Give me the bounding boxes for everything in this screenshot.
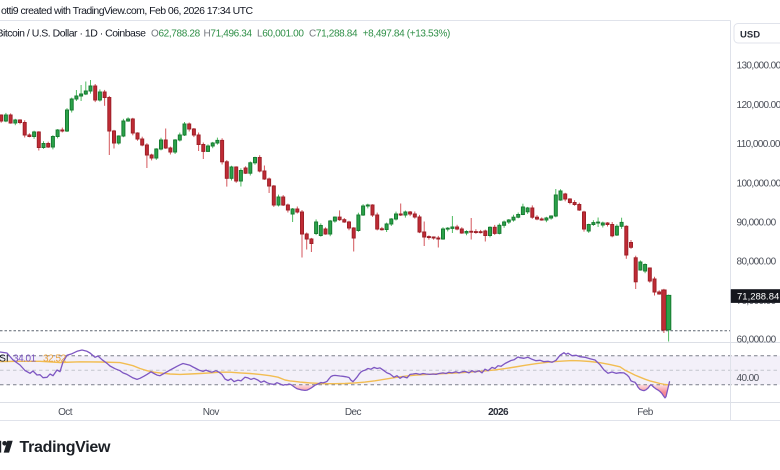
svg-text:90,000.00: 90,000.00 — [737, 218, 777, 229]
svg-text:34.01: 34.01 — [13, 353, 37, 364]
svg-text:otti9 created with TradingView: otti9 created with TradingView.com, Feb … — [1, 5, 254, 17]
svg-text:32.52: 32.52 — [43, 353, 67, 364]
svg-text:110,000.00: 110,000.00 — [737, 139, 780, 150]
svg-text:TradingView: TradingView — [20, 439, 112, 456]
svg-text:USD: USD — [740, 30, 760, 41]
svg-text:Feb: Feb — [637, 407, 653, 418]
svg-text:60,000.00: 60,000.00 — [737, 334, 777, 345]
svg-text:Dec: Dec — [345, 407, 362, 418]
svg-text:71,288.84: 71,288.84 — [737, 291, 779, 302]
svg-text:120,000.00: 120,000.00 — [737, 100, 780, 111]
svg-text:Bitcoin / U.S. Dollar · 1D · C: Bitcoin / U.S. Dollar · 1D · Coinbase — [0, 27, 146, 39]
svg-text:100,000.00: 100,000.00 — [737, 178, 780, 189]
svg-text:RSI: RSI — [0, 353, 9, 364]
svg-text:80,000.00: 80,000.00 — [737, 257, 777, 268]
svg-text:Nov: Nov — [203, 407, 220, 418]
svg-text:Oct: Oct — [58, 407, 73, 418]
svg-text:2026: 2026 — [488, 407, 509, 418]
svg-text:40.00: 40.00 — [737, 373, 760, 384]
svg-text:130,000.00: 130,000.00 — [737, 61, 780, 72]
